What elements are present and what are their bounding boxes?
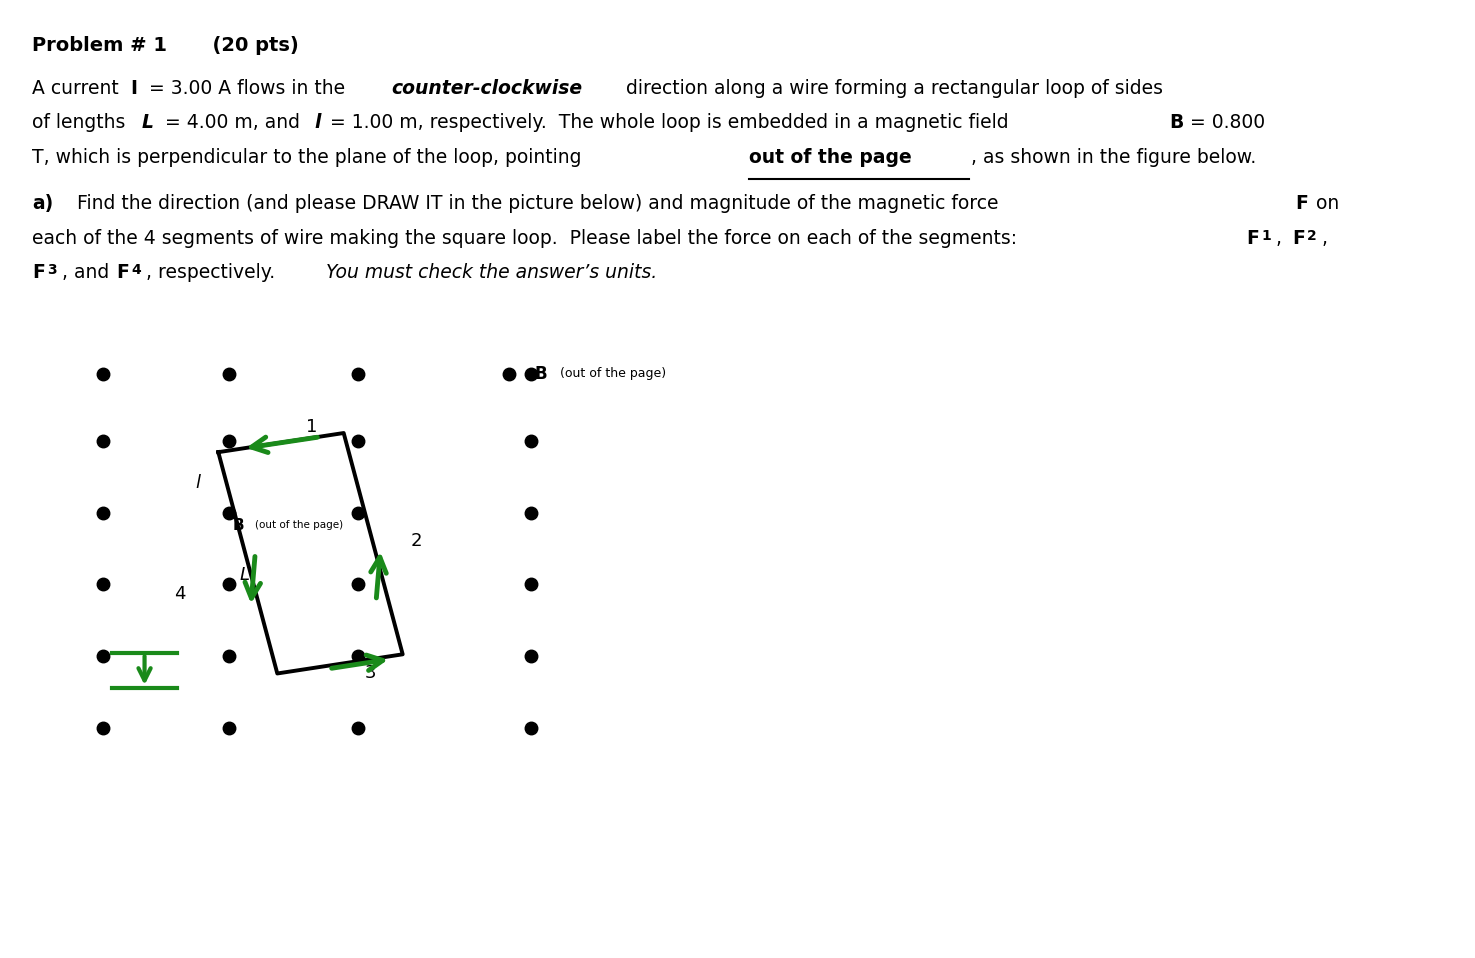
- Text: A current: A current: [32, 79, 125, 98]
- Text: of lengths: of lengths: [32, 113, 131, 132]
- Text: , respectively.: , respectively.: [146, 263, 294, 283]
- Text: $\mathit{2}$: $\mathit{2}$: [410, 533, 422, 550]
- Text: Problem # 1: Problem # 1: [32, 36, 168, 56]
- Text: $\mathit{L}$: $\mathit{L}$: [239, 566, 249, 583]
- Text: B: B: [1170, 113, 1184, 132]
- Text: 4: 4: [131, 263, 142, 278]
- Text: $\mathit{l}$: $\mathit{l}$: [195, 474, 202, 491]
- Text: (out of the page): (out of the page): [560, 367, 667, 380]
- Text: = 1.00 m, respectively.  The whole loop is embedded in a magnetic field: = 1.00 m, respectively. The whole loop i…: [324, 113, 1015, 132]
- Text: $\mathit{3}$: $\mathit{3}$: [364, 665, 376, 682]
- Text: , and: , and: [62, 263, 115, 283]
- Text: 3: 3: [47, 263, 58, 278]
- Text: F: F: [1295, 194, 1308, 214]
- Text: on: on: [1310, 194, 1339, 214]
- Text: = 3.00 A flows in the: = 3.00 A flows in the: [143, 79, 351, 98]
- Text: (out of the page): (out of the page): [255, 520, 344, 530]
- Text: $\mathbf{B}$: $\mathbf{B}$: [534, 365, 547, 382]
- Text: F: F: [1246, 229, 1260, 248]
- Text: (20 pts): (20 pts): [199, 36, 299, 56]
- Text: out of the page: out of the page: [749, 148, 912, 167]
- Text: 2: 2: [1307, 229, 1317, 243]
- Text: $\mathbf{B}$: $\mathbf{B}$: [232, 517, 243, 533]
- Text: = 4.00 m, and: = 4.00 m, and: [159, 113, 307, 132]
- Text: F: F: [1292, 229, 1305, 248]
- Text: counter-clockwise: counter-clockwise: [391, 79, 583, 98]
- Text: T, which is perpendicular to the plane of the loop, pointing: T, which is perpendicular to the plane o…: [32, 148, 589, 167]
- Text: L: L: [142, 113, 153, 132]
- Text: each of the 4 segments of wire making the square loop.  Please label the force o: each of the 4 segments of wire making th…: [32, 229, 1024, 248]
- Text: 1: 1: [1261, 229, 1271, 243]
- Text: direction along a wire forming a rectangular loop of sides: direction along a wire forming a rectang…: [620, 79, 1162, 98]
- Text: You must check the answer’s units.: You must check the answer’s units.: [326, 263, 658, 283]
- Text: F: F: [32, 263, 46, 283]
- Text: = 0.800: = 0.800: [1184, 113, 1266, 132]
- Text: ,: ,: [1276, 229, 1288, 248]
- Text: I: I: [130, 79, 137, 98]
- Text: $\mathit{1}$: $\mathit{1}$: [305, 419, 317, 436]
- Text: F: F: [117, 263, 130, 283]
- Text: Find the direction (and please DRAW IT in the picture below) and magnitude of th: Find the direction (and please DRAW IT i…: [65, 194, 1004, 214]
- Text: , as shown in the figure below.: , as shown in the figure below.: [971, 148, 1255, 167]
- Text: l: l: [314, 113, 320, 132]
- Text: ,: ,: [1322, 229, 1328, 248]
- Text: $\mathit{4}$: $\mathit{4}$: [174, 585, 186, 603]
- Text: a): a): [32, 194, 53, 214]
